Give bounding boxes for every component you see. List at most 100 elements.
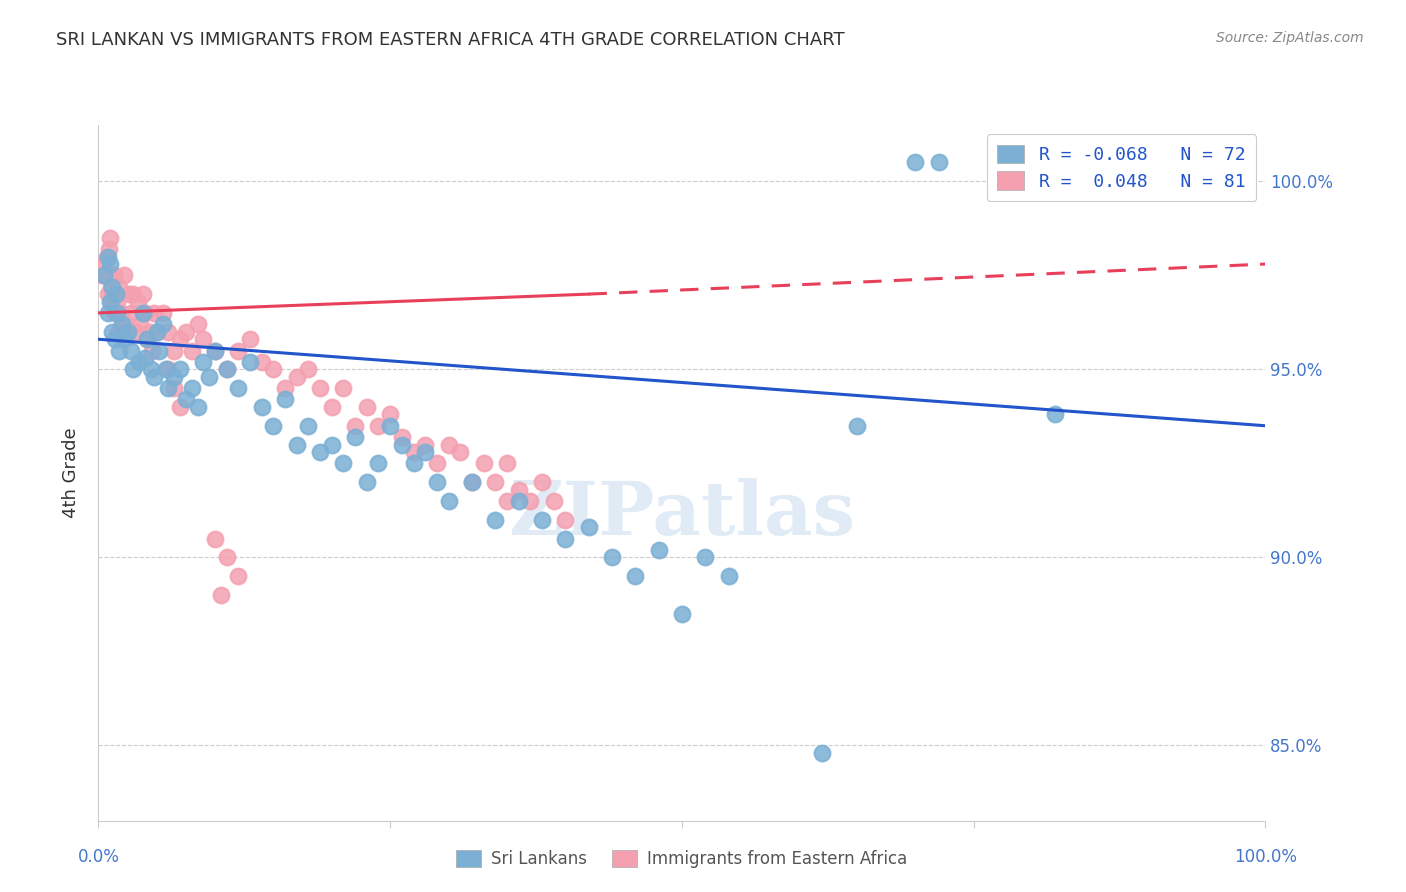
Point xyxy=(928,155,950,169)
Point xyxy=(98,268,121,283)
Point xyxy=(530,513,553,527)
Point xyxy=(125,325,148,339)
Point xyxy=(93,257,115,271)
Point xyxy=(378,408,402,422)
Point xyxy=(274,392,297,407)
Point xyxy=(204,532,226,546)
Point xyxy=(157,325,180,339)
Point xyxy=(402,456,425,470)
Point xyxy=(193,355,215,369)
Point xyxy=(104,332,127,346)
Point xyxy=(105,306,128,320)
Point xyxy=(426,456,449,470)
Point xyxy=(215,362,238,376)
Point xyxy=(904,155,927,169)
Point xyxy=(128,355,150,369)
Point xyxy=(118,287,141,301)
Point xyxy=(495,494,517,508)
Point xyxy=(484,475,506,490)
Point xyxy=(356,475,378,490)
Point xyxy=(134,306,156,320)
Point xyxy=(155,362,177,376)
Text: SRI LANKAN VS IMMIGRANTS FROM EASTERN AFRICA 4TH GRADE CORRELATION CHART: SRI LANKAN VS IMMIGRANTS FROM EASTERN AF… xyxy=(56,31,845,49)
Point xyxy=(111,325,134,339)
Point xyxy=(624,569,647,583)
Point xyxy=(143,306,166,320)
Point xyxy=(321,400,343,414)
Point xyxy=(152,306,174,320)
Point xyxy=(600,550,623,565)
Point xyxy=(100,279,122,293)
Point xyxy=(671,607,693,621)
Point xyxy=(332,456,354,470)
Point xyxy=(152,317,174,331)
Point xyxy=(110,306,132,320)
Point xyxy=(262,362,284,376)
Point xyxy=(148,343,170,358)
Point xyxy=(344,430,367,444)
Point xyxy=(449,445,471,459)
Point xyxy=(695,550,717,565)
Point xyxy=(508,494,530,508)
Point xyxy=(163,343,186,358)
Point xyxy=(103,268,125,283)
Point xyxy=(578,520,600,534)
Point xyxy=(461,475,484,490)
Point xyxy=(332,381,354,395)
Point xyxy=(239,332,262,346)
Point xyxy=(554,532,576,546)
Point xyxy=(391,437,413,451)
Point xyxy=(107,325,129,339)
Point xyxy=(101,279,124,293)
Point xyxy=(129,317,152,331)
Point xyxy=(163,369,186,384)
Point xyxy=(193,332,215,346)
Point xyxy=(356,400,378,414)
Point xyxy=(262,418,284,433)
Point xyxy=(484,513,506,527)
Point xyxy=(846,418,869,433)
Point xyxy=(139,362,162,376)
Point xyxy=(239,355,262,369)
Point xyxy=(274,381,297,395)
Point xyxy=(285,369,308,384)
Point xyxy=(105,294,128,309)
Text: 0.0%: 0.0% xyxy=(77,848,120,866)
Point xyxy=(108,279,131,293)
Point xyxy=(297,418,319,433)
Point xyxy=(108,343,131,358)
Point xyxy=(122,362,145,376)
Point xyxy=(169,362,191,376)
Point xyxy=(101,294,124,309)
Point xyxy=(647,542,669,557)
Point xyxy=(98,294,121,309)
Point xyxy=(250,400,273,414)
Point xyxy=(297,362,319,376)
Point xyxy=(285,437,308,451)
Point xyxy=(111,317,134,331)
Point xyxy=(122,287,145,301)
Legend: Sri Lankans, Immigrants from Eastern Africa: Sri Lankans, Immigrants from Eastern Afr… xyxy=(450,844,914,875)
Point xyxy=(811,746,834,760)
Point xyxy=(402,445,425,459)
Point xyxy=(104,306,127,320)
Point xyxy=(90,268,112,283)
Point xyxy=(169,400,191,414)
Y-axis label: 4th Grade: 4th Grade xyxy=(62,427,80,518)
Point xyxy=(141,343,163,358)
Point xyxy=(97,242,120,256)
Point xyxy=(180,343,202,358)
Point xyxy=(101,325,124,339)
Point xyxy=(112,332,135,346)
Point xyxy=(104,287,127,301)
Point xyxy=(309,445,332,459)
Point xyxy=(96,250,118,264)
Text: Source: ZipAtlas.com: Source: ZipAtlas.com xyxy=(1216,31,1364,45)
Point xyxy=(413,445,436,459)
Point xyxy=(136,332,159,346)
Point xyxy=(143,369,166,384)
Point xyxy=(321,437,343,451)
Point xyxy=(461,475,484,490)
Point xyxy=(437,494,460,508)
Point xyxy=(98,257,121,271)
